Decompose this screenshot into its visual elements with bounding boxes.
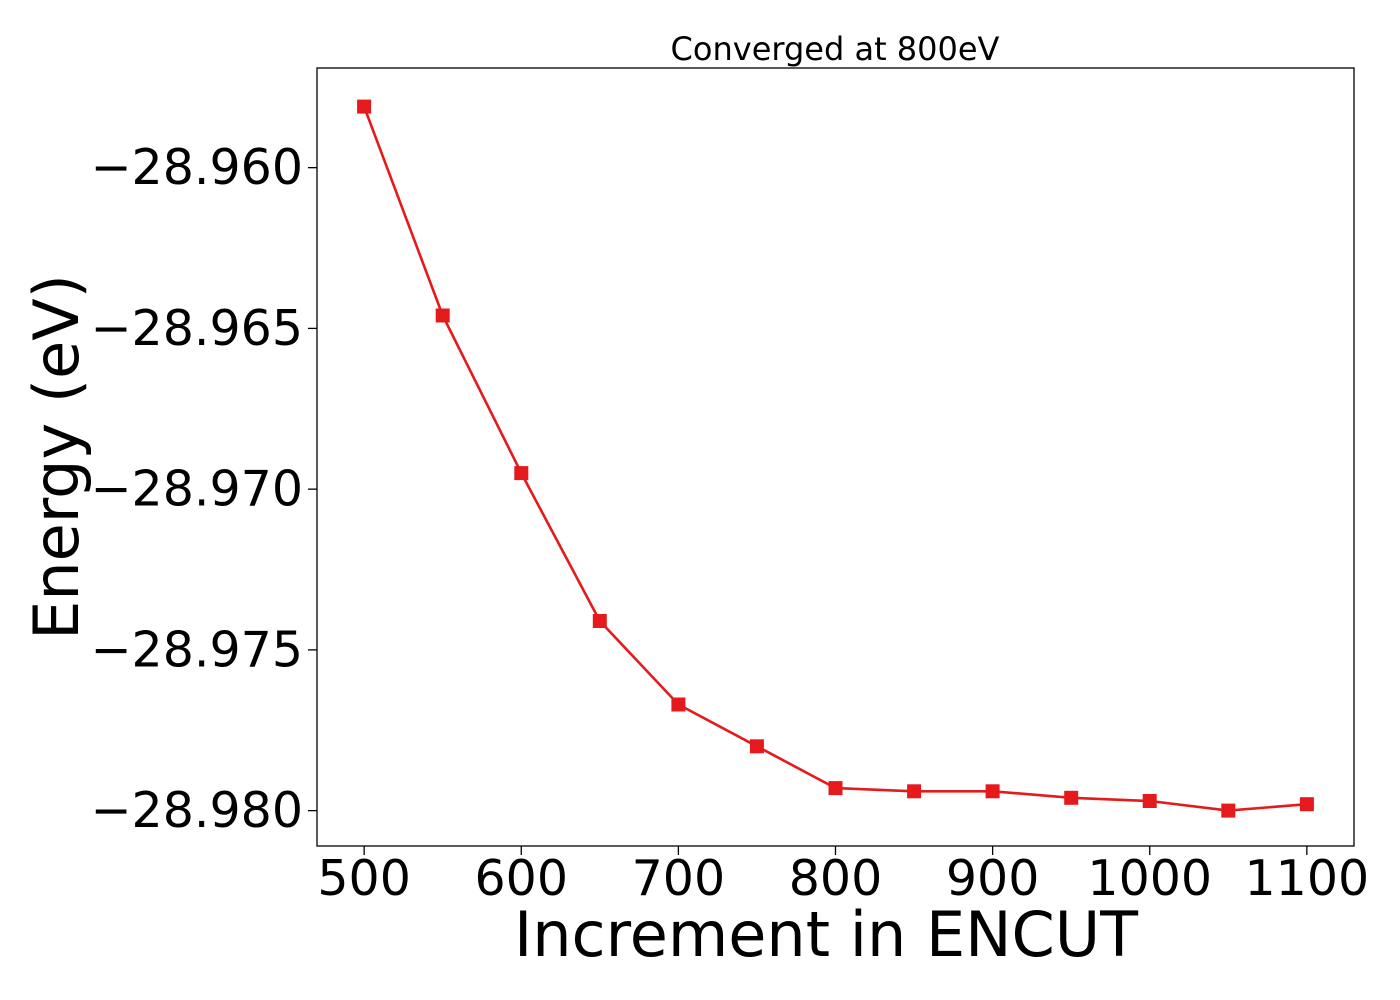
x-tick-label: 800	[789, 850, 883, 907]
y-axis-title: Energy (eV)	[20, 274, 93, 640]
x-tick-label: 600	[474, 850, 568, 907]
x-axis-title: Increment in ENCUT	[514, 898, 1139, 971]
x-tick-label: 500	[317, 850, 411, 907]
data-point-marker	[1064, 790, 1079, 805]
data-point-marker	[907, 784, 922, 799]
data-point-marker	[435, 308, 450, 323]
data-point-marker	[1142, 794, 1157, 808]
x-tick-label: 700	[632, 850, 726, 907]
y-axis-ticks: −28.960 −28.965 −28.970 −28.975 −28.980	[90, 139, 317, 839]
data-point-marker	[514, 466, 529, 481]
y-tick-label: −28.970	[90, 461, 303, 518]
x-tick-label: 1000	[1087, 850, 1212, 907]
data-point-marker	[357, 99, 372, 114]
data-point-marker	[828, 781, 843, 796]
data-point-marker	[671, 697, 686, 712]
series-layer	[357, 99, 1314, 818]
chart-title: Converged at 800eV	[671, 30, 1000, 68]
y-tick-label: −28.960	[90, 139, 303, 196]
data-point-marker	[749, 739, 764, 754]
series-line	[362, 106, 1308, 812]
y-tick-label: −28.975	[90, 621, 303, 678]
data-point-marker	[592, 614, 607, 628]
data-point-marker	[1221, 803, 1236, 818]
data-point-marker	[1299, 797, 1314, 812]
y-tick-label: −28.965	[90, 300, 303, 357]
data-point-marker	[985, 784, 1000, 799]
y-tick-label: −28.980	[90, 782, 303, 839]
x-tick-label: 900	[946, 850, 1040, 907]
plot-frame	[316, 67, 1355, 847]
x-tick-label: 1100	[1245, 850, 1370, 907]
x-axis-ticks: 500 600 700 800 900 1000 1100	[317, 846, 1369, 907]
